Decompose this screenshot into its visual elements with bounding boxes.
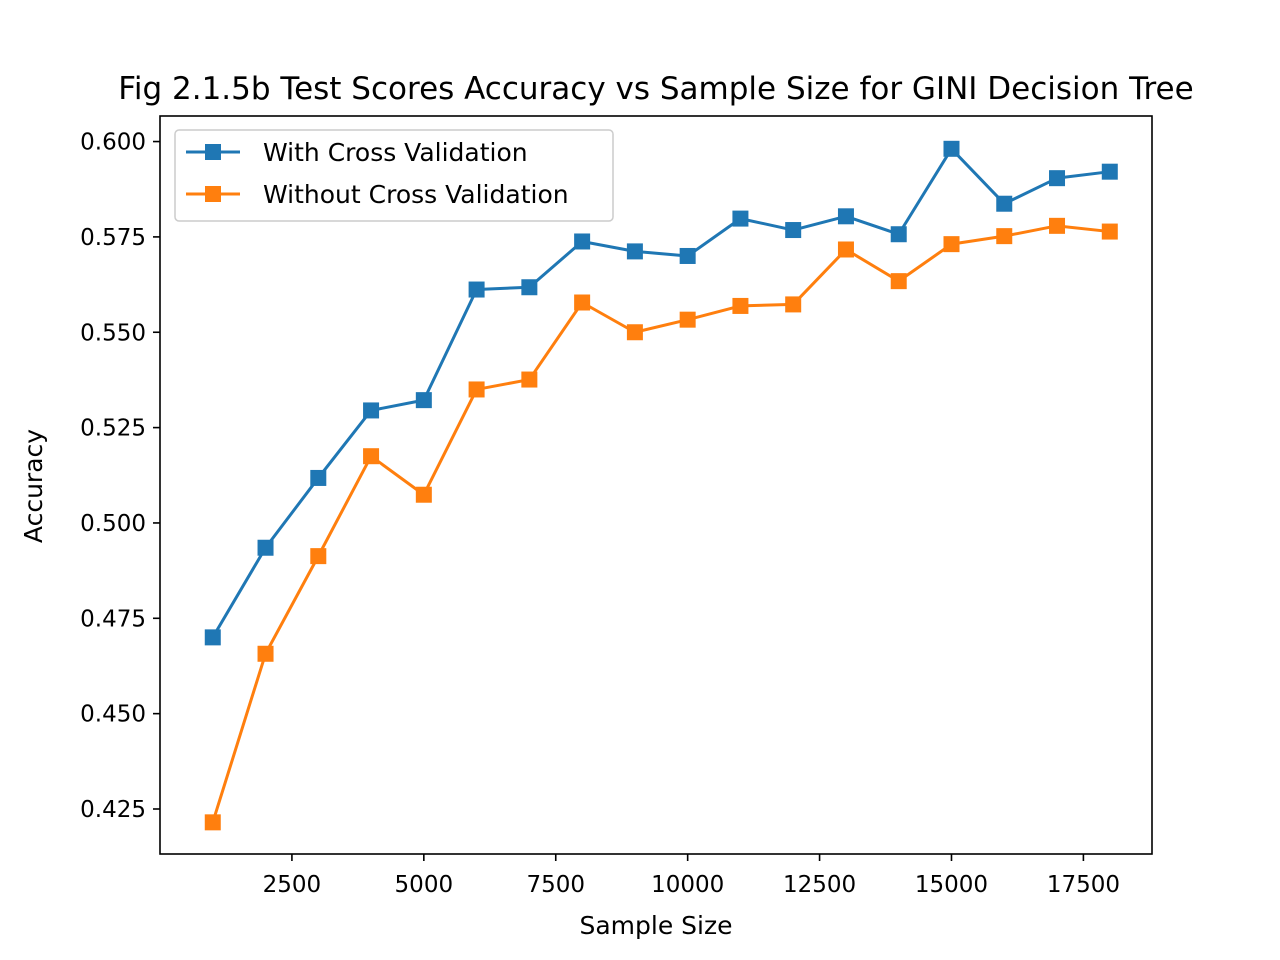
- data-point-with-cross-validation: [996, 195, 1013, 212]
- data-point-with-cross-validation: [310, 469, 327, 486]
- data-point-with-cross-validation: [837, 208, 854, 225]
- data-point-with-cross-validation: [890, 226, 907, 243]
- legend-box: [174, 129, 614, 222]
- chart-title: Fig 2.1.5b Test Scores Accuracy vs Sampl…: [118, 71, 1193, 107]
- data-point-with-cross-validation: [415, 392, 432, 409]
- data-point-with-cross-validation: [468, 281, 485, 298]
- data-point-with-cross-validation: [1049, 170, 1066, 187]
- data-series: [204, 140, 1118, 831]
- data-point-without-cross-validation: [837, 241, 854, 258]
- data-point-without-cross-validation: [363, 448, 380, 465]
- data-point-with-cross-validation: [204, 629, 221, 646]
- data-point-with-cross-validation: [732, 210, 749, 227]
- y-tick-label: 0.550: [80, 320, 146, 346]
- data-point-without-cross-validation: [204, 814, 221, 831]
- y-tick-label: 0.500: [80, 511, 146, 537]
- data-point-without-cross-validation: [890, 273, 907, 290]
- y-tick-label: 0.450: [80, 702, 146, 728]
- legend-marker-without-cross-validation: [205, 186, 221, 202]
- data-point-with-cross-validation: [679, 247, 696, 264]
- data-point-with-cross-validation: [257, 539, 274, 556]
- data-point-without-cross-validation: [1101, 223, 1118, 240]
- data-point-without-cross-validation: [626, 324, 643, 341]
- x-tick-label: 2500: [263, 872, 322, 898]
- x-tick-label: 10000: [651, 872, 724, 898]
- y-tick-label: 0.525: [80, 416, 146, 442]
- data-point-with-cross-validation: [785, 222, 802, 239]
- x-axis-label: Sample Size: [579, 911, 732, 940]
- data-point-with-cross-validation: [363, 402, 380, 419]
- data-point-with-cross-validation: [521, 279, 538, 296]
- data-point-without-cross-validation: [996, 228, 1013, 245]
- y-tick-label: 0.600: [80, 130, 146, 156]
- data-point-without-cross-validation: [521, 371, 538, 388]
- data-point-without-cross-validation: [415, 486, 432, 503]
- data-point-without-cross-validation: [1049, 217, 1066, 234]
- y-tick-label: 0.475: [80, 606, 146, 632]
- series-line-with-cross-validation: [211, 147, 1110, 639]
- data-point-without-cross-validation: [257, 645, 274, 662]
- data-point-with-cross-validation: [943, 140, 960, 157]
- data-point-without-cross-validation: [574, 294, 591, 311]
- x-tick-label: 17500: [1047, 872, 1120, 898]
- axis-ticks: 2500 5000 7500 10000 12500 15000 17500 0.425 0.4…: [80, 130, 1120, 898]
- legend-label-without-cross-validation: Without Cross Validation: [263, 180, 569, 209]
- data-point-without-cross-validation: [943, 236, 960, 253]
- data-point-without-cross-validation: [785, 296, 802, 313]
- x-tick-label: 7500: [526, 872, 585, 898]
- data-point-without-cross-validation: [679, 311, 696, 328]
- data-point-with-cross-validation: [626, 243, 643, 260]
- plot-frame: [159, 115, 1153, 855]
- data-point-without-cross-validation: [310, 548, 327, 565]
- data-point-without-cross-validation: [468, 381, 485, 398]
- y-tick-label: 0.575: [80, 225, 146, 251]
- legend-label-with-cross-validation: With Cross Validation: [263, 138, 528, 167]
- x-tick-label: 5000: [395, 872, 454, 898]
- x-tick-label: 15000: [915, 872, 988, 898]
- y-axis-label: Accuracy: [19, 429, 48, 543]
- data-point-with-cross-validation: [574, 233, 591, 250]
- legend: With Cross Validation Without Cross Vali…: [174, 129, 614, 222]
- series-line-without-cross-validation: [211, 224, 1110, 823]
- data-point-with-cross-validation: [1101, 163, 1118, 180]
- legend-marker-with-cross-validation: [205, 144, 221, 160]
- data-point-without-cross-validation: [732, 297, 749, 314]
- y-tick-label: 0.425: [80, 797, 146, 823]
- x-tick-label: 12500: [783, 872, 856, 898]
